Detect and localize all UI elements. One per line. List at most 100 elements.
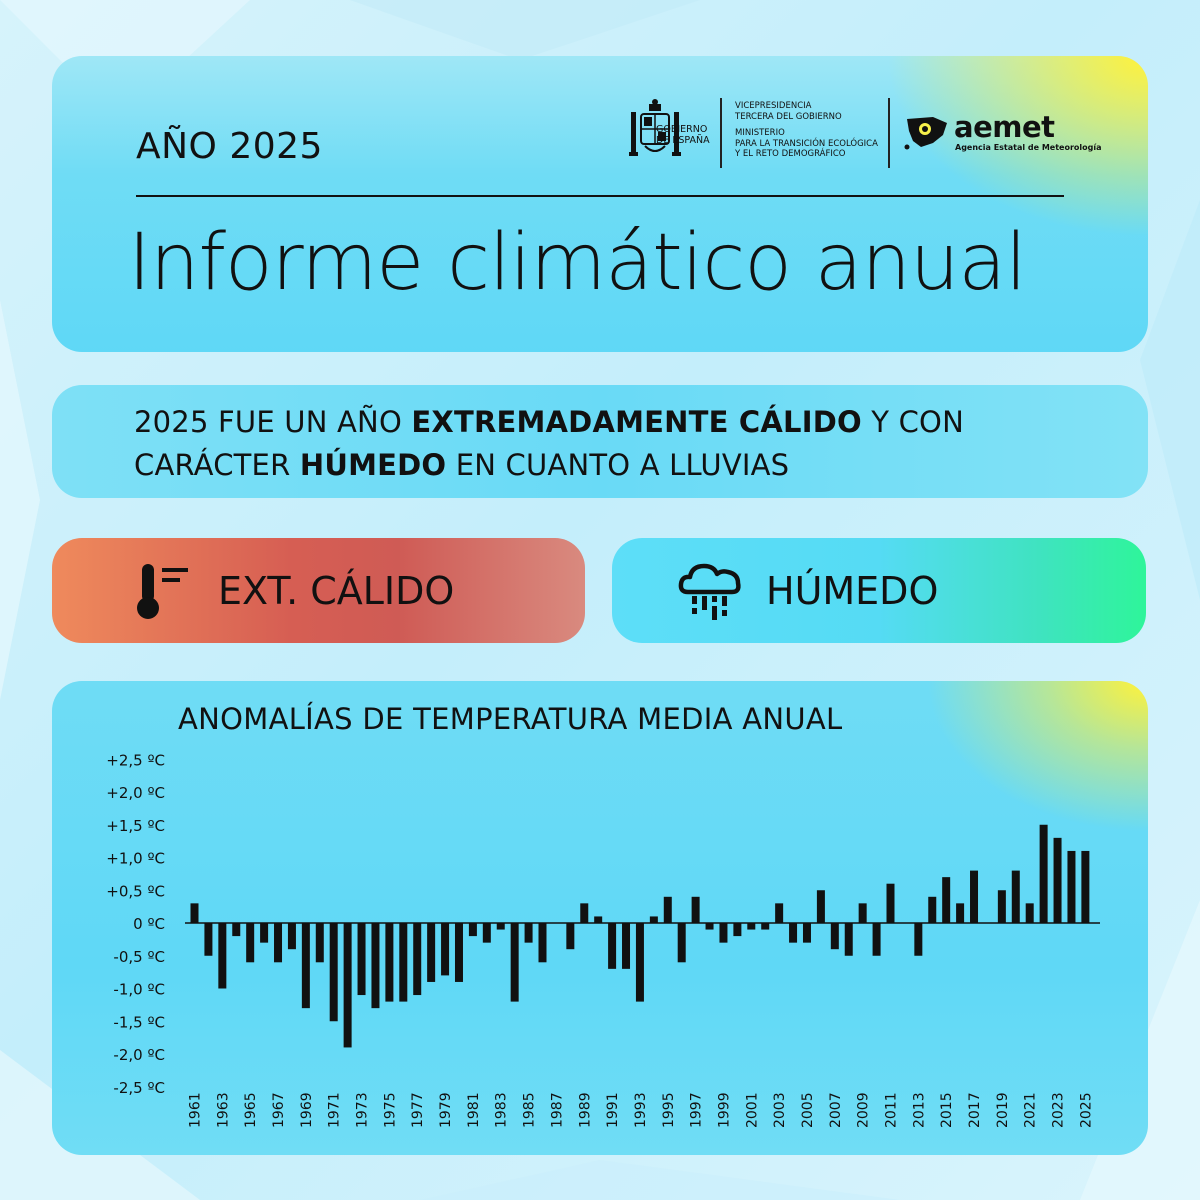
logo-separator (888, 98, 890, 168)
summary-highlight-humid: HÚMEDO (299, 448, 447, 482)
bar-2023 (1053, 837, 1062, 923)
x-tick-label: 2007 (828, 1092, 844, 1128)
x-tick-label: 2001 (744, 1092, 760, 1128)
bar-2009 (858, 903, 867, 923)
temperature-status-label: EXT. CÁLIDO (218, 569, 455, 613)
bar-1972 (343, 923, 352, 1048)
bar-2005 (802, 923, 811, 943)
bar-2004 (789, 923, 798, 943)
y-tick-label: -1,0 ºC (113, 981, 165, 999)
logo-separator (720, 98, 722, 168)
bar-1994 (649, 916, 658, 923)
x-tick-label: 2009 (856, 1092, 872, 1128)
aemet-logo-icon (904, 117, 947, 150)
x-tick-label: 1963 (215, 1092, 231, 1128)
bar-1995 (663, 896, 672, 923)
y-tick-label: +1,0 ºC (106, 850, 165, 868)
x-tick-label: 1971 (327, 1092, 343, 1128)
bar-2013 (914, 923, 923, 956)
coat-of-arms-icon (629, 99, 681, 156)
x-tick-label: 1975 (382, 1092, 398, 1128)
summary-highlight-warm: EXTREMADAMENTE CÁLIDO (411, 405, 862, 439)
y-tick-label: -1,5 ºC (113, 1013, 165, 1031)
bar-1979 (441, 923, 450, 976)
bar-1989 (580, 903, 589, 923)
bar-1981 (468, 923, 477, 937)
bar-2010 (872, 923, 881, 956)
x-tick-label: 1979 (438, 1092, 454, 1128)
bar-1990 (594, 916, 603, 923)
bar-2002 (761, 923, 770, 930)
x-tick-label: 1997 (689, 1092, 705, 1128)
year-label: AÑO 2025 (136, 126, 323, 167)
x-tick-label: 2015 (939, 1092, 955, 1128)
bar-1997 (691, 896, 700, 923)
y-tick-label: +2,0 ºC (106, 784, 165, 802)
bar-1974 (371, 923, 380, 1009)
x-tick-label: 1969 (299, 1092, 315, 1128)
bar-2015 (942, 877, 951, 923)
page-title: Informe climático anual (128, 218, 1027, 308)
bar-1964 (232, 923, 241, 937)
bar-1985 (524, 923, 533, 943)
bar-1986 (538, 923, 547, 963)
temperature-status-card (52, 538, 585, 643)
bar-1965 (246, 923, 255, 963)
bar-2022 (1039, 824, 1048, 923)
header-card (52, 56, 1148, 352)
bar-1999 (719, 923, 728, 943)
bar-1975 (385, 923, 394, 1002)
bar-2008 (844, 923, 853, 956)
bar-2024 (1067, 850, 1076, 923)
x-tick-label: 1999 (716, 1092, 732, 1128)
bar-1977 (413, 923, 422, 996)
y-tick-label: 0 ºC (133, 915, 165, 933)
x-tick-label: 1995 (661, 1092, 677, 1128)
x-tick-label: 1973 (355, 1092, 371, 1128)
bar-2000 (733, 923, 742, 937)
bar-1971 (329, 923, 338, 1022)
bar-2014 (928, 896, 937, 923)
x-tick-label: 2003 (772, 1092, 788, 1128)
y-tick-label: +1,5 ºC (106, 817, 165, 835)
bar-2025 (1081, 850, 1090, 923)
bar-1991 (608, 923, 617, 969)
rain-cloud-icon (678, 563, 741, 620)
bar-1969 (301, 923, 310, 1009)
y-tick-label: +2,5 ºC (106, 751, 165, 769)
x-tick-label: 1989 (577, 1092, 593, 1128)
bar-2019 (997, 890, 1006, 923)
bar-2016 (956, 903, 965, 923)
x-tick-label: 2021 (1023, 1092, 1039, 1128)
bar-1996 (677, 923, 686, 963)
x-tick-label: 1993 (633, 1092, 649, 1128)
agency-name: aemet (954, 110, 1055, 144)
y-tick-label: -2,5 ºC (113, 1079, 165, 1097)
government-logo-text: GOBIERNO DE ESPAÑA (656, 124, 710, 146)
bar-2003 (775, 903, 784, 923)
x-tick-label: 2005 (800, 1092, 816, 1128)
bar-2006 (816, 890, 825, 923)
bar-1993 (635, 923, 644, 1002)
bar-1966 (260, 923, 269, 943)
summary-line-1: 2025 FUE UN AÑO EXTREMADAMENTE CÁLIDO Y … (134, 405, 964, 439)
summary-card (52, 385, 1148, 498)
x-tick-label: 1985 (522, 1092, 538, 1128)
bar-2020 (1011, 870, 1020, 923)
x-tick-label: 2011 (884, 1092, 900, 1128)
x-tick-label: 1967 (271, 1092, 287, 1128)
bar-1984 (510, 923, 519, 1002)
bar-1998 (705, 923, 714, 930)
y-tick-label: +0,5 ºC (106, 882, 165, 900)
bar-2001 (747, 923, 756, 930)
x-tick-label: 2017 (967, 1092, 983, 1128)
x-tick-label: 1991 (605, 1092, 621, 1128)
x-tick-label: 1977 (410, 1092, 426, 1128)
bar-1988 (566, 923, 575, 950)
bar-1976 (399, 923, 408, 1002)
header-divider (136, 195, 1064, 197)
x-tick-label: 1965 (243, 1092, 259, 1128)
bar-2021 (1025, 903, 1034, 923)
bar-1982 (482, 923, 491, 943)
